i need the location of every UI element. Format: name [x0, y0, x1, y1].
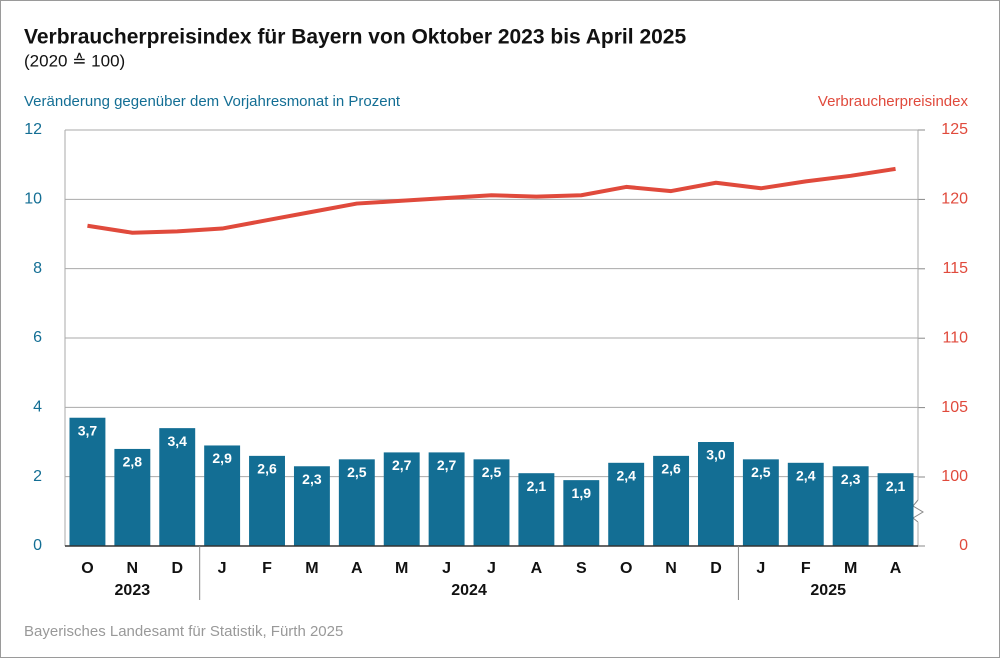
data-label: 2,4: [616, 468, 636, 484]
data-label: 2,7: [392, 457, 412, 473]
data-label: 1,9: [572, 485, 592, 501]
y-tick-label: 12: [24, 121, 42, 138]
bar: [563, 480, 600, 546]
bar: [383, 452, 420, 546]
bar: [114, 448, 151, 546]
bar: [473, 459, 510, 546]
y-tick-label: 2: [33, 468, 42, 485]
x-tick-label: A: [351, 560, 363, 577]
y-tick-label: 6: [33, 329, 42, 346]
axis-break: [912, 499, 924, 523]
x-tick-label: S: [576, 560, 587, 577]
bar: [428, 452, 465, 546]
x-tick-label: F: [801, 560, 811, 577]
bar: [832, 466, 869, 546]
y-tick-label: 8: [33, 260, 42, 277]
y2-tick-label: 100: [941, 468, 968, 485]
data-label: 2,4: [796, 468, 816, 484]
bar: [518, 473, 555, 546]
y2-tick-label: 125: [941, 121, 968, 138]
y-tick-label: 0: [33, 537, 42, 554]
x-tick-label: F: [262, 560, 272, 577]
x-group-label: 2025: [810, 582, 846, 599]
bar: [653, 455, 690, 546]
data-label: 2,1: [886, 478, 906, 494]
y-tick-label: 10: [24, 191, 42, 208]
x-tick-label: J: [756, 560, 765, 577]
data-label: 2,6: [661, 461, 681, 477]
x-tick-label: D: [171, 560, 183, 577]
data-label: 2,8: [123, 454, 143, 470]
data-label: 2,5: [751, 464, 771, 480]
x-tick-label: N: [127, 560, 139, 577]
chart-subtitle: (2020 ≙ 100): [24, 51, 125, 70]
x-tick-label: J: [442, 560, 451, 577]
bar: [69, 417, 106, 546]
data-label: 2,6: [257, 461, 277, 477]
bar: [159, 428, 196, 546]
data-label: 2,9: [212, 450, 232, 466]
data-label: 3,0: [706, 447, 726, 463]
bar: [742, 459, 779, 546]
data-label: 2,5: [347, 464, 367, 480]
bar: [877, 473, 914, 546]
y2-tick-label: 105: [941, 399, 968, 416]
line: [87, 166, 896, 235]
x-tick-label: A: [531, 560, 543, 577]
bar: [293, 466, 330, 546]
data-label: 2,5: [482, 464, 502, 480]
y2-axis-label: Verbraucherpreisindex: [818, 93, 969, 110]
x-tick-label: O: [81, 560, 93, 577]
bar: [338, 459, 375, 546]
y-tick-label: 4: [33, 399, 42, 416]
y-axis-label: Veränderung gegenüber dem Vorjahresmonat…: [24, 93, 401, 110]
data-label: 2,7: [437, 457, 457, 473]
x-tick-label: N: [665, 560, 677, 577]
bar: [204, 445, 241, 546]
data-label: 3,4: [168, 433, 188, 449]
x-tick-label: J: [218, 560, 227, 577]
bar: [608, 462, 645, 546]
chart-title: Verbraucherpreisindex für Bayern von Okt…: [24, 26, 686, 49]
x-tick-label: O: [620, 560, 632, 577]
y2-tick-label: 0: [959, 537, 968, 554]
x-tick-label: M: [844, 560, 857, 577]
bar: [787, 462, 824, 546]
bar: [249, 455, 285, 546]
y2-tick-label: 120: [941, 191, 968, 208]
bar: [698, 442, 734, 546]
data-label: 2,1: [527, 478, 547, 494]
data-label: 2,3: [841, 471, 861, 487]
x-tick-label: M: [395, 560, 408, 577]
y2-tick-label: 110: [942, 329, 968, 346]
source: Bayerisches Landesamt für Statistik, Für…: [24, 623, 343, 640]
x-group-label: 2023: [115, 582, 151, 599]
x-tick-label: D: [710, 560, 722, 577]
x-tick-label: J: [487, 560, 496, 577]
data-label: 3,7: [78, 422, 98, 438]
x-tick-label: M: [305, 560, 318, 577]
data-label: 2,3: [302, 471, 322, 487]
x-group-label: 2024: [451, 582, 487, 599]
x-tick-label: A: [890, 560, 902, 577]
y2-tick-label: 115: [942, 260, 968, 277]
